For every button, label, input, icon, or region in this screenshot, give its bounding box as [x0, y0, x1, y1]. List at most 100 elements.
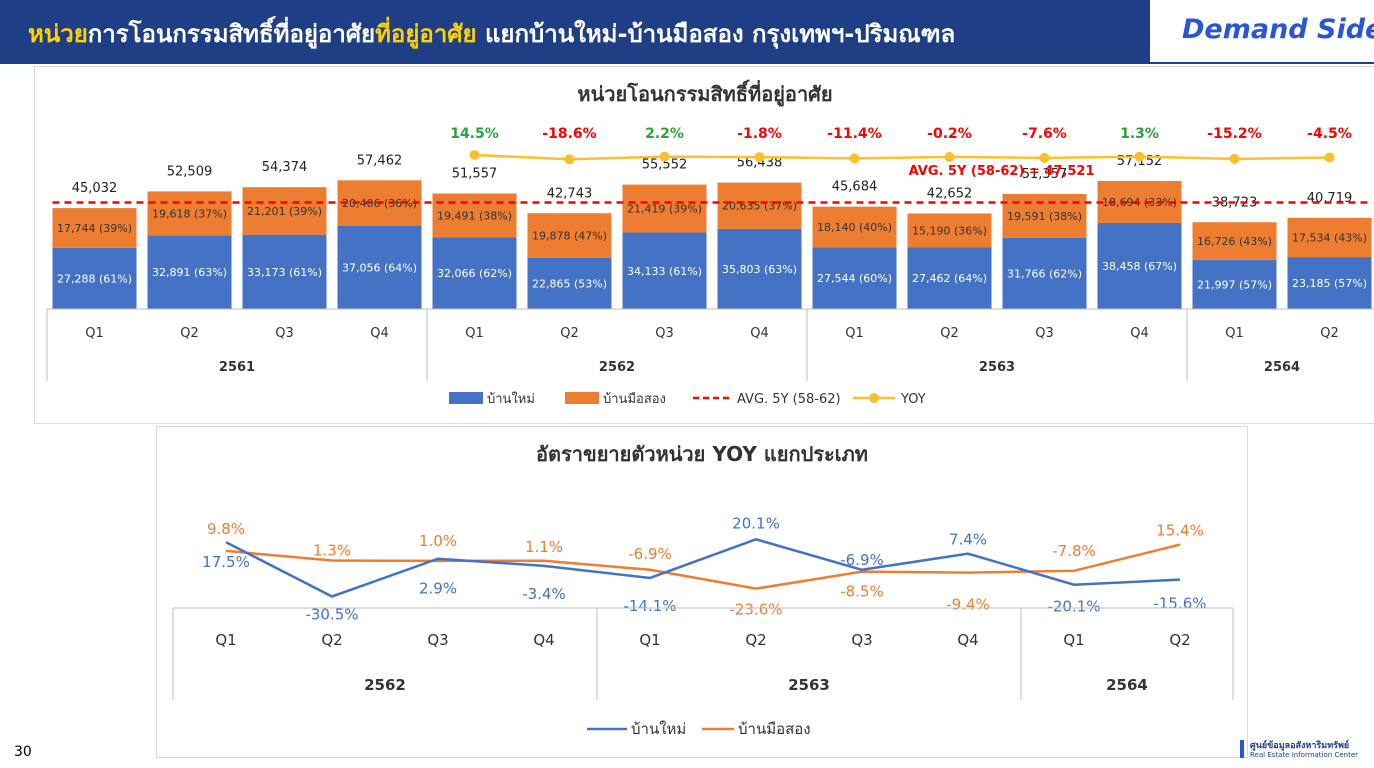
- bar-new-house: [52, 247, 137, 309]
- legend-swatch-second-hand: [565, 392, 599, 404]
- x-tick-label: Q1: [85, 326, 104, 341]
- yoy-point: [944, 151, 955, 162]
- transfer-units-panel: หน่วยโอนกรรมสิทธิ์ที่อยู่อาศัย 27,288 (61…: [34, 66, 1374, 424]
- header-divider: [0, 62, 1374, 64]
- yoy-point: [469, 150, 480, 160]
- bar-second-hand: [717, 182, 802, 229]
- label-second-hand: 21,419 (39%): [627, 203, 702, 216]
- yoy-label: -7.6%: [1022, 126, 1067, 142]
- x-tick-label: Q2: [321, 631, 342, 649]
- line-second-hand: [225, 543, 1181, 590]
- x-tick-label: Q1: [845, 326, 864, 341]
- yoy-label: -1.8%: [737, 126, 782, 142]
- x-tick-label: Q2: [560, 326, 579, 341]
- yoy-label: 2.2%: [645, 126, 684, 142]
- label-new-house: 27,462 (64%): [912, 272, 987, 285]
- bar-second-hand: [432, 193, 517, 238]
- legend-label-yoy: YOY: [900, 392, 926, 407]
- label-second-hand: -7.8%: [1052, 542, 1096, 560]
- yoy-label: -4.5%: [1307, 126, 1352, 142]
- yoy-line: [474, 153, 1330, 161]
- label-total: 55,552: [642, 158, 688, 173]
- label-new-house: 37,056 (64%): [342, 261, 417, 274]
- year-group-label: 2562: [599, 360, 635, 375]
- title-highlight: หน่วย: [28, 20, 88, 48]
- legend-label-second-hand: บ้านมือสอง: [603, 391, 666, 407]
- label-new-house: 7.4%: [949, 531, 987, 549]
- bar-second-hand: [812, 206, 897, 248]
- bar-new-house: [337, 225, 422, 309]
- label-total: 45,684: [832, 180, 878, 195]
- year-group-label: 2563: [979, 360, 1015, 375]
- label-second-hand: 1.1%: [525, 538, 563, 556]
- bar-second-hand: [527, 213, 612, 258]
- label-second-hand: 9.8%: [207, 520, 245, 538]
- label-new-house: 35,803 (63%): [722, 263, 797, 276]
- bar-new-house: [907, 247, 992, 309]
- label-second-hand: 19,618 (37%): [152, 207, 227, 220]
- bar-new-house: [1287, 257, 1372, 309]
- page-title: หน่วยการโอนกรรมสิทธิ์ที่อยู่อาศัยที่อยู่…: [28, 14, 955, 53]
- label-second-hand: -9.4%: [946, 596, 990, 614]
- label-second-hand: 1.0%: [419, 532, 457, 550]
- label-new-house: -15.6%: [1153, 595, 1206, 613]
- label-second-hand: 1.3%: [313, 542, 351, 560]
- yoy-growth-panel: อัตราขยายตัวหน่วย YOY แยกประเภท 17.5% 9.8%…: [156, 426, 1248, 758]
- yoy-label: -0.2%: [927, 126, 972, 142]
- logo-line-2: Real Estate Information Center: [1250, 751, 1359, 759]
- yoy-point: [1134, 151, 1145, 162]
- yoy-point: [1039, 152, 1050, 163]
- x-tick-label: Q1: [215, 631, 236, 649]
- label-total: 54,374: [262, 160, 308, 175]
- label-new-house: 32,891 (63%): [152, 266, 227, 279]
- bar-new-house: [1097, 222, 1182, 309]
- bar-second-hand: [1002, 193, 1087, 238]
- year-group-label: 2564: [1264, 360, 1300, 375]
- title-rest: แยกบ้านใหม่-บ้านมือสอง กรุงเทพฯ-ปริมณฑล: [476, 20, 956, 48]
- bar-second-hand: [1192, 222, 1277, 260]
- legend-label-new-house: บ้านใหม่: [631, 720, 686, 738]
- yoy-label: 1.3%: [1120, 126, 1159, 142]
- x-tick-label: Q4: [750, 326, 769, 341]
- label-second-hand: 15,190 (36%): [912, 224, 987, 237]
- label-second-hand: 21,201 (39%): [247, 205, 322, 218]
- yoy-point: [659, 151, 670, 162]
- yoy-point: [849, 153, 860, 164]
- x-tick-label: Q2: [1169, 631, 1190, 649]
- label-new-house: 33,173 (61%): [247, 266, 322, 279]
- yoy-label: -18.6%: [542, 126, 596, 142]
- x-tick-label: Q1: [465, 326, 484, 341]
- label-second-hand: 15.4%: [1156, 522, 1204, 540]
- yoy-point: [1229, 153, 1240, 164]
- label-second-hand: -8.5%: [840, 583, 884, 601]
- bar-second-hand: [1287, 217, 1372, 258]
- bar-second-hand: [52, 208, 137, 248]
- x-tick-label: Q4: [1130, 326, 1149, 341]
- label-total: 51,557: [452, 167, 498, 182]
- x-tick-label: Q2: [1320, 326, 1339, 341]
- x-tick-label: Q3: [427, 631, 448, 649]
- bar-second-hand: [242, 187, 327, 235]
- label-second-hand: 19,878 (47%): [532, 230, 607, 243]
- yoy-label: 14.5%: [450, 126, 499, 142]
- bar-new-house: [1192, 259, 1277, 309]
- legend-label-avg: AVG. 5Y (58-62): [737, 392, 841, 407]
- title-mid: การโอนกรรมสิทธิ์ที่อยู่อาศัย: [87, 20, 376, 48]
- label-second-hand: 19,491 (38%): [437, 209, 512, 222]
- label-new-house: 17.5%: [202, 553, 250, 571]
- label-total: 52,509: [167, 164, 213, 179]
- label-new-house: 2.9%: [419, 580, 457, 598]
- bar-second-hand: [147, 191, 232, 236]
- label-new-house: -30.5%: [305, 605, 358, 623]
- label-new-house: 21,997 (57%): [1197, 278, 1272, 291]
- bar-new-house: [147, 235, 232, 309]
- label-new-house: -3.4%: [522, 585, 566, 603]
- label-new-house: 27,544 (60%): [817, 272, 892, 285]
- bar-new-house: [717, 228, 802, 309]
- chart-title: อัตราขยายตัวหน่วย YOY แยกประเภท: [536, 442, 868, 466]
- x-tick-label: Q2: [180, 326, 199, 341]
- label-total: 45,032: [72, 181, 118, 196]
- logo-mark: [1240, 740, 1244, 758]
- label-second-hand: 16,726 (43%): [1197, 235, 1272, 248]
- x-tick-label: Q1: [1063, 631, 1084, 649]
